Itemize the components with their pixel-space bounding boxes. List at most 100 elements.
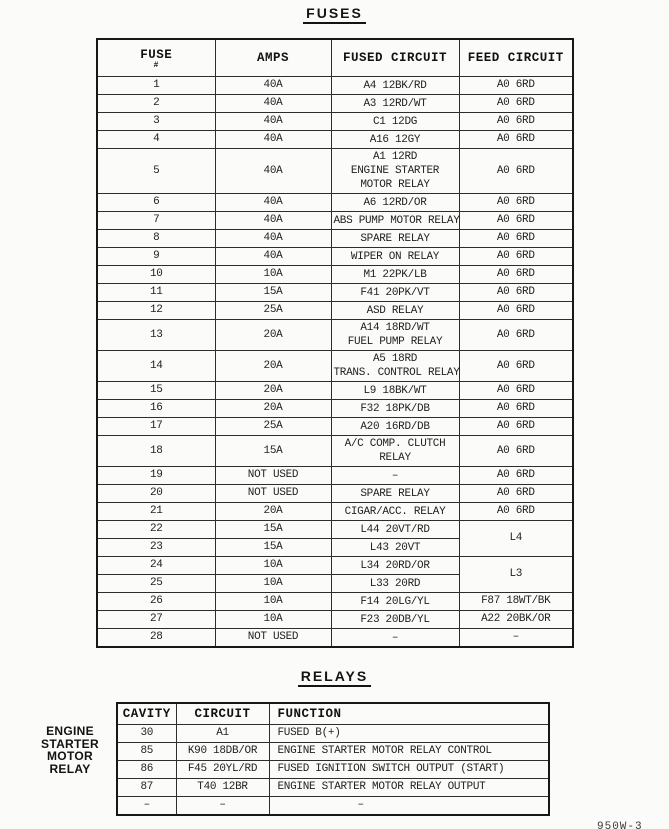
side-label-line: STARTER [41,736,99,751]
circuit-line: A/C COMP. CLUTCH [344,438,446,450]
fuse-row: 11 15A F41 20PK/VT A0 6RD [96,283,574,302]
fuse-row: 14 20A A5 18RD TRANS. CONTROL RELAY A0 6RD [96,350,574,382]
cavity-cell: 85 [116,742,177,761]
amps-cell: 25A [214,417,332,436]
fuses-header-row: FUSE # AMPS FUSED CIRCUIT FEED CIRCUIT [96,38,574,77]
fuse-number-cell: 5 [96,148,216,194]
amps-cell: 20A [214,350,332,382]
fuse-row: 12 25A ASD RELAY A0 6RD [96,301,574,320]
col-header-feed-circuit: FEED CIRCUIT [458,38,574,77]
circuit-line: A6 12RD/OR [363,196,427,209]
fuses-table-body: 1 40A A4 12BK/RD A0 6RD 2 40A A3 12RD/WT A0 6RD… [96,76,574,648]
amps-cell: 25A [214,301,332,320]
fused-circuit-cell: SPARE RELAY [330,229,460,248]
fused-circuit-cell: A/C COMP. CLUTCH RELAY [330,435,460,467]
amps-cell: 10A [214,265,332,284]
number-sign: # [153,60,159,70]
fused-circuit-cell: F14 20LG/YL [330,592,460,611]
fuse-number-cell: 28 [96,628,216,648]
function-cell: – [268,796,550,816]
fuse-row: 20 NOT USED SPARE RELAY A0 6RD [96,484,574,503]
col-header-fuse-number: FUSE # [96,38,216,77]
circuit-line: ABS PUMP MOTOR RELAY [333,214,460,227]
fused-circuit-cell: L43 20VT [330,538,460,557]
circuit-line: A3 12RD/WT [363,97,427,110]
fuse-row: 5 40A A1 12RD ENGINE STARTER MOTOR RELAY A0 6… [96,148,574,194]
fuse-row: 1 40A A4 12BK/RD A0 6RD [96,76,574,95]
fuse-row: 3 40A C1 12DG A0 6RD [96,112,574,131]
feed-circuit-cell: A0 6RD [458,301,574,320]
fuse-row: 2 40A A3 12RD/WT A0 6RD [96,94,574,113]
amps-cell: NOT USED [214,466,332,485]
feed-circuit-cell: A0 6RD [458,148,574,194]
relays-header-row: CAVITY CIRCUIT FUNCTION [116,702,550,725]
circuit-line: L43 20VT [369,541,421,554]
fuse-number-cell: 13 [96,319,216,351]
function-cell: FUSED IGNITION SWITCH OUTPUT (START) [268,760,550,779]
amps-cell: 40A [214,229,332,248]
amps-cell: 40A [214,76,332,95]
fuse-row: 8 40A SPARE RELAY A0 6RD [96,229,574,248]
fuse-number-cell: 23 [96,538,216,557]
fuses-section-title: FUSES [0,5,669,24]
feed-circuit-cell: A0 6RD [458,502,574,521]
cavity-cell: – [116,796,177,816]
feed-circuit-cell: A0 6RD [458,76,574,95]
fused-circuit-cell: A4 12BK/RD [330,76,460,95]
feed-circuit-cell: L4 [458,520,574,557]
fuse-number-cell: 25 [96,574,216,593]
fused-circuit-cell: M1 22PK/LB [330,265,460,284]
fused-circuit-cell: CIGAR/ACC. RELAY [330,502,460,521]
fused-circuit-cell: ABS PUMP MOTOR RELAY [330,211,460,230]
fuse-row: 4 40A A16 12GY A0 6RD [96,130,574,149]
fuse-number-cell: 15 [96,381,216,400]
circuit-line: F23 20DB/YL [360,613,430,626]
circuit-line: L44 20VT/RD [360,523,430,536]
page-code: 950W-3 [597,821,643,829]
fused-circuit-cell: C1 12DG [330,112,460,131]
fused-circuit-cell: F32 18PK/DB [330,399,460,418]
fuse-row: 27 10A F23 20DB/YL A22 20BK/OR [96,610,574,629]
feed-circuit-cell: A0 6RD [458,283,574,302]
circuit-line: A20 16RD/DB [360,420,430,433]
col-header-circuit: CIRCUIT [175,702,270,725]
fuse-row: 6 40A A6 12RD/OR A0 6RD [96,193,574,212]
fuse-number-cell: 22 [96,520,216,539]
amps-cell: 40A [214,193,332,212]
circuit-line: A16 12GY [369,133,421,146]
fuse-number-cell: 7 [96,211,216,230]
feed-circuit-cell: L3 [458,556,574,593]
fuse-row: 22 15A L44 20VT/RD L4 [96,520,574,557]
fused-circuit-cell: A14 18RD/WT FUEL PUMP RELAY [330,319,460,351]
fuse-row: 13 20A A14 18RD/WT FUEL PUMP RELAY A0 6RD [96,319,574,351]
circuit-line: F32 18PK/DB [360,402,430,415]
fused-circuit-cell: A16 12GY [330,130,460,149]
fuse-row: 15 20A L9 18BK/WT A0 6RD [96,381,574,400]
fused-circuit-cell: F41 20PK/VT [330,283,460,302]
fused-circuit-cell: – [330,466,460,485]
fused-circuit-cell: A20 16RD/DB [330,417,460,436]
circuit-line: L33 20RD [369,577,421,590]
relay-circuit-cell: K90 18DB/OR [175,742,270,761]
fused-circuit-cell: L9 18BK/WT [330,381,460,400]
fuse-number-cell: 17 [96,417,216,436]
amps-cell: 20A [214,319,332,351]
relay-row: 30 A1 FUSED B(+) [116,724,550,743]
fused-circuit-cell: SPARE RELAY [330,484,460,503]
fuse-row: 18 15A A/C COMP. CLUTCH RELAY A0 6RD [96,435,574,467]
side-label-line: RELAY [49,761,91,776]
cavity-cell: 30 [116,724,177,743]
relays-table: CAVITY CIRCUIT FUNCTION 30 A1 FUSED B(+) 85… [116,702,550,816]
circuit-line: WIPER ON RELAY [350,250,440,263]
fuse-number-cell: 4 [96,130,216,149]
relay-row: 87 T40 12BR ENGINE STARTER MOTOR RELAY OUT… [116,778,550,797]
fuse-number-cell: 9 [96,247,216,266]
col-header-cavity: CAVITY [116,702,177,725]
feed-circuit-cell: A0 6RD [458,435,574,467]
circuit-line: C1 12DG [372,115,418,128]
fuse-number-cell: 27 [96,610,216,629]
fuse-row: 26 10A F14 20LG/YL F87 18WT/BK [96,592,574,611]
col-header-amps: AMPS [214,38,332,77]
fused-circuit-cell: L44 20VT/RD [330,520,460,539]
fuse-number-cell: 11 [96,283,216,302]
